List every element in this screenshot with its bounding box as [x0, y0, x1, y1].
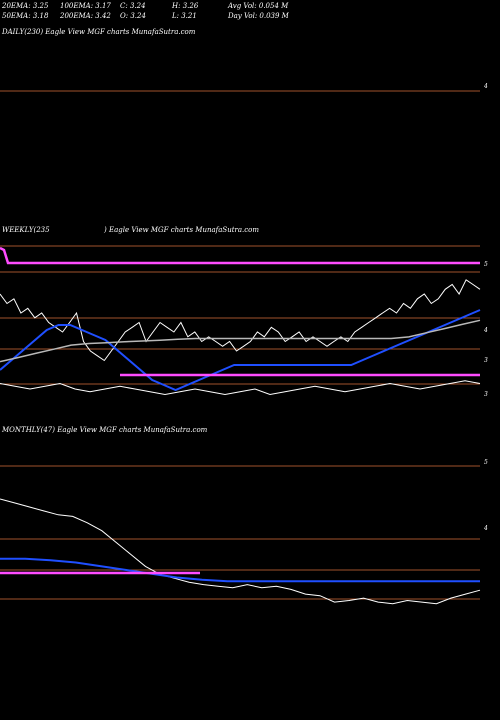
- monthly-series-price-line: [0, 498, 481, 605]
- weekly-ytick-3: 3: [484, 357, 488, 364]
- weekly-title-2: ) Eagle View MGF charts MunafaSutra.com: [103, 226, 259, 234]
- open-label: O: 3.24: [120, 12, 146, 20]
- weekly-ytick-1: 5: [484, 261, 488, 268]
- monthly-title: MONTHLY(47) Eagle View MGF charts Munafa…: [1, 426, 208, 434]
- weekly-title: WEEKLY(235: [2, 226, 50, 234]
- ema20-label: 20EMA: 3.25: [1, 2, 49, 10]
- ema100-label: 100EMA: 3.17: [60, 2, 111, 10]
- low-label: L: 3.21: [171, 12, 197, 20]
- monthly-series-ema_blue-line: [0, 557, 480, 583]
- weekly-series: [0, 279, 481, 396]
- monthly-series: [0, 498, 481, 605]
- weekly-series-price-line: [0, 279, 481, 362]
- weekly-panel: WEEKLY(235 ) Eagle View MGF charts Munaf…: [0, 226, 488, 398]
- daily-panel: DAILY(230) Eagle View MGF charts MunafaS…: [0, 28, 488, 92]
- daily-ytick: 4: [483, 83, 488, 90]
- avg-vol-label: Avg Vol: 0.054 M: [227, 2, 289, 10]
- close-label: C: 3.24: [120, 2, 146, 10]
- monthly-panel: MONTHLY(47) Eagle View MGF charts Munafa…: [0, 426, 488, 605]
- weekly-series-ema_gray-line: [0, 319, 481, 363]
- weekly-magenta-upper: [0, 246, 480, 265]
- header-stats: 20EMA: 3.25 100EMA: 3.17 C: 3.24 H: 3.26…: [1, 2, 290, 20]
- weekly-ytick-4: 3: [484, 391, 488, 398]
- ema200-label: 200EMA: 3.42: [59, 12, 111, 20]
- high-label: H: 3.26: [171, 2, 199, 10]
- weekly-series-price_lower-line: [0, 380, 481, 396]
- monthly-ytick-1: 5: [484, 459, 488, 466]
- weekly-series-ema_blue-line: [0, 309, 481, 392]
- ema50-label: 50EMA: 3.18: [2, 12, 49, 20]
- daily-title: DAILY(230) Eagle View MGF charts MunafaS…: [1, 28, 196, 36]
- monthly-ytick-2: 4: [483, 525, 488, 532]
- day-vol-label: Day Vol: 0.039 M: [227, 12, 290, 20]
- weekly-ytick-2: 4: [483, 327, 488, 334]
